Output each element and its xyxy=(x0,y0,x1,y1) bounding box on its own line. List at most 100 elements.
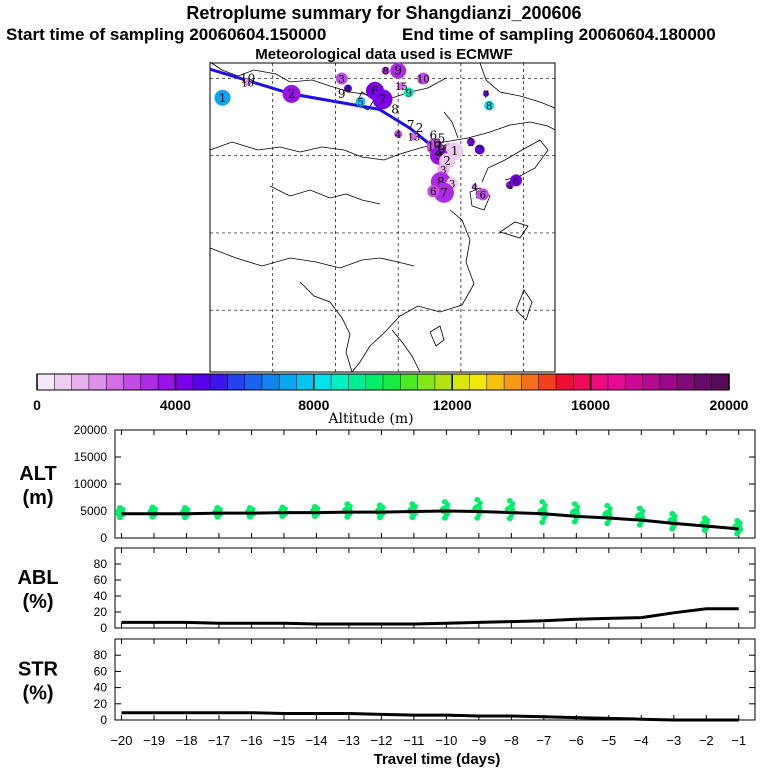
map-geography-line xyxy=(479,62,556,109)
altitude-point xyxy=(409,501,416,507)
plume-point-label: 7 xyxy=(483,90,489,101)
colorbar-swatch xyxy=(36,373,55,391)
panel-frame xyxy=(114,638,756,721)
colorbar-swatch xyxy=(694,373,713,391)
map-panel: 1102345678991015413131419238376456462787… xyxy=(209,61,556,373)
plume-point xyxy=(409,132,418,141)
x-tick-label: −4 xyxy=(634,733,649,748)
plume-point-label: 10 xyxy=(417,74,430,85)
map-geography-line xyxy=(299,281,353,373)
colorbar-swatch xyxy=(538,373,557,391)
plume-point xyxy=(471,183,478,190)
map-geography-line xyxy=(351,209,475,373)
plume-point xyxy=(484,100,495,111)
plume-point xyxy=(214,89,231,106)
abl-series-line xyxy=(121,607,739,626)
colorbar-swatch xyxy=(105,373,125,391)
colorbar-swatch xyxy=(469,373,488,391)
x-tick-label: −3 xyxy=(666,733,681,748)
y-axis-label: (%) xyxy=(22,683,53,705)
x-tick-label: −9 xyxy=(471,733,486,748)
plume-point xyxy=(344,84,352,93)
plume-point xyxy=(335,72,348,85)
panel-frame xyxy=(114,547,756,629)
altitude-point xyxy=(669,511,676,517)
y-axis-label: ALT xyxy=(19,463,56,485)
map-geography-line xyxy=(209,247,415,269)
colorbar-swatch xyxy=(296,373,315,391)
y-tick-label: 40 xyxy=(94,589,108,603)
altitude-point xyxy=(539,499,546,505)
y-tick-label: 10000 xyxy=(74,477,108,491)
y-axis-label: (%) xyxy=(22,591,53,613)
colorbar-swatch xyxy=(54,373,73,391)
plume-point xyxy=(403,87,414,98)
plume-point-label: 1 xyxy=(219,91,227,105)
plume-point-label: 9 xyxy=(435,149,443,163)
plume-point xyxy=(427,185,440,198)
altitude-mean-line xyxy=(121,509,739,531)
x-tick-label: −8 xyxy=(504,733,519,748)
x-tick-label: −1 xyxy=(731,733,746,748)
colorbar-swatch xyxy=(486,373,505,391)
y-tick-label: 0 xyxy=(100,531,107,545)
plume-point-label: 7 xyxy=(379,92,387,106)
map-frame xyxy=(209,62,556,373)
x-tick-label: −19 xyxy=(143,733,165,748)
altitude-point xyxy=(604,502,611,509)
x-axis-title: Travel time (days) xyxy=(374,751,501,768)
x-tick-label: −7 xyxy=(536,733,551,748)
plume-point-label: 4 xyxy=(507,181,513,192)
altitude-point xyxy=(441,499,448,505)
colorbar-swatch xyxy=(278,373,298,391)
plume-point-label: 10 xyxy=(241,78,254,89)
plume-point xyxy=(381,66,390,75)
y-tick-label: 40 xyxy=(94,681,108,695)
x-tick-label: −6 xyxy=(569,733,584,748)
altitude-point xyxy=(734,518,741,524)
colorbar-swatch xyxy=(503,373,522,391)
plume-point-label: 13 xyxy=(407,132,420,143)
plume-point xyxy=(433,182,454,203)
colorbar-tick-label: 0 xyxy=(33,397,41,413)
colorbar-swatch xyxy=(209,373,228,391)
plume-point xyxy=(466,137,475,146)
y-tick-label: 15000 xyxy=(74,450,108,464)
y-tick-label: 0 xyxy=(100,713,107,727)
plume-point-label: 8 xyxy=(382,67,388,78)
colorbar-swatch xyxy=(157,373,176,391)
colorbar-tick-label: 12000 xyxy=(433,397,472,413)
path-day-label: 5 xyxy=(438,132,446,146)
altitude-point xyxy=(181,505,188,511)
altitude-point xyxy=(701,515,708,521)
time-series-panels: 05000100001500020000ALT(m)020406080ABL(%… xyxy=(17,423,756,768)
x-tick-label: −15 xyxy=(273,733,295,748)
plume-point-label: 9 xyxy=(394,64,402,78)
plume-point-label: 4 xyxy=(472,183,478,194)
colorbar-swatch xyxy=(434,373,453,391)
plume-point xyxy=(417,72,430,85)
altitude-point xyxy=(246,505,253,511)
colorbar-swatch xyxy=(88,373,107,391)
altitude-colorbar: 0 4000 8000 12000 16000 20000 Altitude (m) xyxy=(33,373,749,427)
end-time-label: End time of sampling 20060604.180000 xyxy=(402,25,716,44)
path-day-label: 6 xyxy=(433,136,441,150)
met-data-label: Meteorological data used is ECMWF xyxy=(255,46,513,63)
start-time-label: Start time of sampling 20060604.150000 xyxy=(6,25,327,44)
colorbar-swatch xyxy=(261,373,280,391)
y-tick-label: 60 xyxy=(94,573,108,587)
colorbar-swatch xyxy=(192,373,211,391)
path-day-label: 9 xyxy=(438,143,446,157)
path-day-label: 10 xyxy=(240,71,255,85)
panel-str: 0 20 40 60 80 STR(%) xyxy=(18,638,756,727)
altitude-point xyxy=(149,504,156,510)
colorbar-swatch xyxy=(382,373,401,391)
x-tick-label: −13 xyxy=(338,733,360,748)
altitude-point xyxy=(214,505,221,511)
plume-point xyxy=(476,188,489,201)
plume-point-label: 6 xyxy=(430,187,436,198)
y-axis-label: (m) xyxy=(22,487,53,509)
map-geography-line xyxy=(469,187,491,211)
plume-point-label: 6 xyxy=(371,84,379,98)
altitude-point xyxy=(279,504,286,510)
